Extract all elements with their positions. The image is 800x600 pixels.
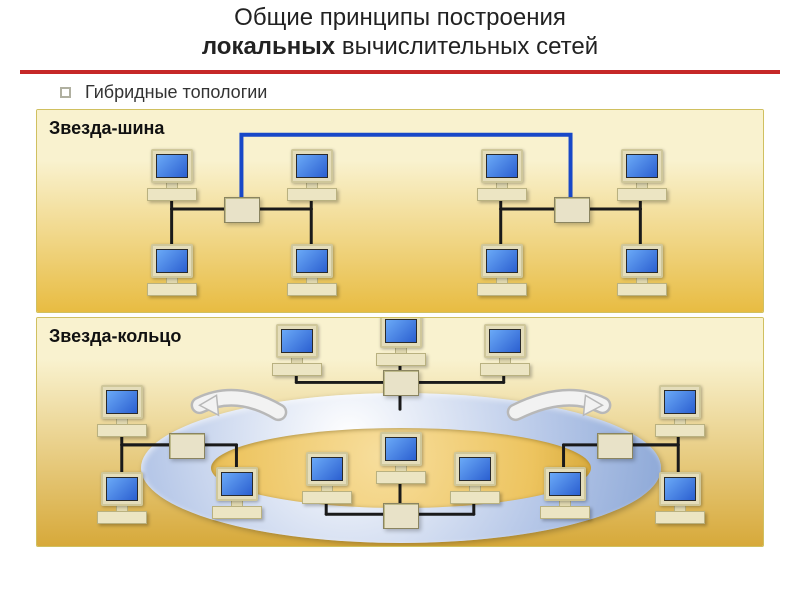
computer-icon <box>655 385 705 437</box>
computer-icon <box>477 149 527 201</box>
hub-icon <box>554 197 590 223</box>
computer-icon <box>147 244 197 296</box>
subtitle: Гибридные топологии <box>85 82 267 103</box>
page-title: Общие принципы построения локальных вычи… <box>0 0 800 68</box>
panel-star-ring: Звезда-кольцо <box>36 317 764 547</box>
bullet-icon <box>60 87 71 98</box>
computer-icon <box>212 467 262 519</box>
panel-label: Звезда-шина <box>49 118 164 139</box>
computer-icon <box>287 244 337 296</box>
title-rest: вычислительных сетей <box>335 33 598 60</box>
computer-icon <box>147 149 197 201</box>
node-layer <box>37 110 763 312</box>
computer-icon <box>272 324 322 376</box>
hub-icon <box>169 433 205 459</box>
title-bold: локальных <box>202 33 335 60</box>
computer-icon <box>287 149 337 201</box>
title-underline <box>20 70 780 74</box>
computer-icon <box>477 244 527 296</box>
computer-icon <box>540 467 590 519</box>
computer-icon <box>97 385 147 437</box>
computer-icon <box>617 244 667 296</box>
title-line1: Общие принципы построения <box>234 4 566 31</box>
hub-icon <box>383 370 419 396</box>
computer-icon <box>376 317 426 366</box>
hub-icon <box>597 433 633 459</box>
panel-star-bus: Звезда-шина <box>36 109 764 313</box>
hub-icon <box>383 503 419 529</box>
computer-icon <box>376 432 426 484</box>
computer-icon <box>97 472 147 524</box>
subtitle-row: Гибридные топологии <box>0 82 800 109</box>
computer-icon <box>655 472 705 524</box>
panel-label: Звезда-кольцо <box>49 326 181 347</box>
computer-icon <box>302 452 352 504</box>
computer-icon <box>617 149 667 201</box>
computer-icon <box>450 452 500 504</box>
computer-icon <box>480 324 530 376</box>
hub-icon <box>224 197 260 223</box>
node-layer <box>37 318 763 546</box>
